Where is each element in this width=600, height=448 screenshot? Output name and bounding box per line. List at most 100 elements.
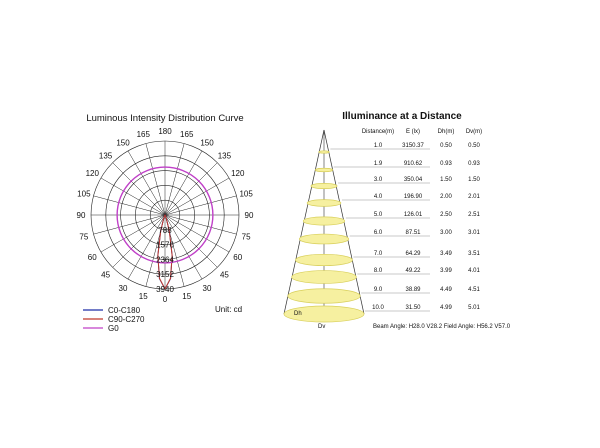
table-cell-r5-c2: 126.01 (404, 212, 423, 218)
angle-label-30-right: 30 (203, 284, 212, 293)
table-cell-r10-c2: 31.50 (405, 305, 421, 311)
illuminance-table: Distance(m) E (lx) Dh(m) Dv(m) 1.0 3150.37 0.5… (362, 129, 482, 311)
legend-c90-c270-label: C90-C270 (108, 315, 145, 324)
table-cell-r8-c3: 3.99 (440, 268, 452, 274)
angle-label-165-right: 165 (180, 130, 194, 139)
polar-spoke-225 (112, 162, 166, 216)
distance-ellipse-10 (283, 305, 365, 323)
table-cell-r10-c3: 4.99 (440, 305, 452, 311)
distance-ellipse-7 (295, 253, 353, 267)
table-cell-r2-c2: 910.62 (404, 161, 423, 167)
table-cell-r6-c4: 3.01 (468, 230, 480, 236)
table-cell-r4-c4: 2.01 (468, 194, 480, 200)
table-cell-r3-c1: 3.0 (374, 177, 383, 183)
table-cell-r4-c1: 4.0 (374, 194, 383, 200)
table-cell-r9-c2: 38.89 (405, 287, 421, 293)
polar-grid (90, 140, 240, 290)
distance-ellipse-6 (299, 233, 350, 245)
table-cell-r7-c3: 3.49 (440, 251, 452, 257)
table-cell-r10-c1: 10.0 (372, 305, 384, 311)
angle-label-150-right: 150 (200, 138, 214, 147)
angle-label-75-right: 75 (242, 233, 251, 242)
distance-ellipse-4 (306, 199, 342, 207)
legend-c0-c180-label: C0-C180 (108, 306, 141, 315)
unit-label: Unit: cd (215, 305, 242, 314)
angle-label-60-right: 60 (233, 253, 242, 262)
polar-title: Luminous Intensity Distribution Curve (86, 113, 243, 124)
polar-spoke-120 (164, 177, 230, 216)
angle-label-0-right: 0 (163, 295, 168, 304)
table-cell-r2-c3: 0.93 (440, 161, 452, 167)
radial-tick-1576: 1576 (156, 241, 174, 250)
angle-label-45-right: 45 (220, 270, 229, 279)
polar-spoke-210 (127, 150, 166, 216)
table-cell-r1-c4: 0.50 (468, 143, 480, 149)
table-cell-r9-c3: 4.49 (440, 287, 452, 293)
polar-spoke-75 (164, 214, 237, 235)
angle-label-90-right: 90 (245, 211, 254, 220)
polar-spoke-315 (112, 214, 166, 268)
angle-label-90-left: 90 (77, 211, 86, 220)
angle-label-75-left: 75 (79, 233, 88, 242)
radial-tick-2364: 2364 (156, 255, 174, 264)
angle-label-45-left: 45 (101, 270, 110, 279)
table-cell-r9-c1: 9.0 (374, 287, 383, 293)
table-header-2: E (lx) (406, 129, 420, 135)
distance-ellipse-1 (318, 150, 330, 154)
polar-spoke-60 (164, 214, 230, 253)
polar-spoke-240 (100, 177, 166, 216)
table-cell-r2-c4: 0.93 (468, 161, 480, 167)
dv-label: Dv (318, 324, 325, 330)
table-cell-r8-c4: 4.01 (468, 268, 480, 274)
polar-curves (116, 166, 214, 290)
table-cell-r6-c3: 3.00 (440, 230, 452, 236)
angle-label-150-left: 150 (116, 138, 130, 147)
polar-spoke-285 (93, 214, 166, 235)
table-cell-r7-c2: 64.29 (405, 251, 421, 257)
table-cell-r1-c3: 0.50 (440, 143, 452, 149)
table-header-1: Distance(m) (362, 129, 394, 135)
table-cell-r8-c2: 49.22 (405, 268, 421, 274)
series-c90-c270-curve (157, 213, 173, 290)
table-cell-r1-c1: 1.0 (374, 143, 383, 149)
radial-tick-788: 788 (158, 226, 172, 235)
table-cell-r9-c4: 4.51 (468, 287, 480, 293)
angle-label-30-left: 30 (119, 284, 128, 293)
table-cell-r7-c4: 3.51 (468, 251, 480, 257)
polar-spoke-135 (164, 162, 218, 216)
illuminance-title: Illuminance at a Distance (342, 111, 462, 122)
table-cell-r10-c4: 5.01 (468, 305, 480, 311)
table-cell-r2-c1: 1.9 (374, 161, 383, 167)
angle-label-105-right: 105 (239, 189, 253, 198)
angle-label-60-left: 60 (88, 253, 97, 262)
radial-tick-3152: 3152 (156, 270, 174, 279)
angle-label-180-right: 180 (158, 127, 172, 136)
table-cell-r3-c4: 1.50 (468, 177, 480, 183)
polar-spoke-150 (164, 150, 203, 216)
beam-field-angle-footer: Beam Angle: H28.0 V28.2 Field Angle: H56… (373, 324, 511, 330)
polar-spoke-165 (164, 143, 185, 216)
polar-spoke-45 (164, 214, 218, 268)
distance-ellipse-3 (310, 183, 338, 189)
polar-spoke-300 (100, 214, 166, 253)
distance-ellipse-2 (314, 167, 334, 173)
polar-spoke-105 (164, 195, 237, 216)
table-cell-r5-c4: 2.51 (468, 212, 480, 218)
angle-label-105-left: 105 (77, 189, 91, 198)
angle-label-15-left: 15 (139, 292, 148, 301)
angle-label-120-right: 120 (231, 169, 245, 178)
table-header-3: Dh(m) (438, 129, 455, 135)
distance-ellipse-9 (287, 288, 361, 304)
angle-label-120-left: 120 (86, 169, 100, 178)
angle-label-165-left: 165 (137, 130, 151, 139)
table-cell-r5-c3: 2.50 (440, 212, 452, 218)
polar-spoke-30 (164, 214, 203, 280)
table-cell-r7-c1: 7.0 (374, 251, 383, 257)
table-cell-r8-c1: 8.0 (374, 268, 383, 274)
radial-tick-3940: 3940 (156, 285, 174, 294)
legend-g0-label: G0 (108, 324, 119, 333)
series-g0-curve (116, 166, 214, 264)
polar-angle-labels: 0 15 15 30 30 45 45 60 60 75 75 90 90 105 105 120 120 135… (77, 127, 254, 304)
